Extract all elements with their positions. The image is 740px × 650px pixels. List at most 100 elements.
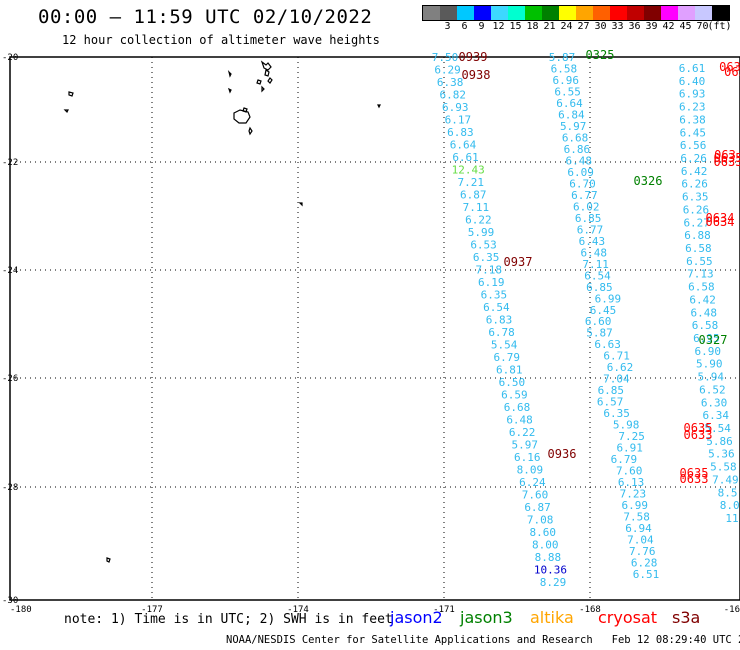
time-tag: 063: [714, 148, 736, 162]
time-tag: 0938: [462, 68, 491, 82]
color-legend-label: 39: [645, 21, 658, 32]
wave-height-value: 6.61: [452, 151, 479, 164]
wave-height-value: 5.54: [704, 422, 731, 435]
wave-height-value: 6.71: [603, 350, 630, 363]
satellite-name-jason2: jason2: [390, 608, 443, 627]
wave-height-value: 6.59: [501, 389, 528, 402]
wave-height-value: 6.56: [680, 139, 707, 152]
latitude-label: -28: [2, 483, 18, 493]
color-legend-swatch: [576, 6, 593, 20]
wave-height-value: 10.36: [534, 564, 567, 577]
wave-height-value: 6.81: [496, 364, 523, 377]
wave-height-value: 5.90: [696, 358, 723, 371]
wave-height-value: 7.25: [618, 430, 645, 443]
longitude-label: -168: [579, 605, 601, 615]
wave-height-value: 6.38: [679, 113, 706, 126]
wave-height-value: 6.70: [569, 177, 596, 190]
wave-height-value: 6.85: [586, 281, 613, 294]
color-legend-swatch: [508, 6, 525, 20]
color-legend-label: 15: [509, 21, 522, 32]
wave-height-value: 6.99: [595, 292, 622, 305]
color-legend-swatch: [627, 6, 644, 20]
wave-height-value: 6.48: [580, 246, 607, 259]
credit-line: NOAA/NESDIS Center for Satellite Applica…: [226, 634, 740, 646]
time-tag: 0635: [714, 151, 740, 165]
wave-height-value: 6.50: [499, 376, 526, 389]
wave-height-value: 6.28: [631, 557, 658, 570]
longitude-label: -177: [141, 605, 163, 615]
wave-height-value: 6.87: [524, 501, 551, 514]
time-tag: 0633: [680, 472, 709, 486]
color-legend-bar: [422, 5, 730, 21]
color-legend-label: 42: [662, 21, 675, 32]
wave-height-value: 6.87: [460, 189, 487, 202]
latitude-label: -26: [2, 374, 18, 384]
wave-height-value: 6.77: [577, 223, 604, 236]
time-tag: 0936: [548, 447, 577, 461]
wave-height-value: 8.09: [517, 464, 544, 477]
wave-height-value: 5.99: [468, 226, 495, 239]
wave-height-value: 6.58: [692, 319, 719, 332]
color-legend-swatch: [644, 6, 661, 20]
satellite-name-jason3: jason3: [460, 608, 513, 627]
wave-height-value: 6.22: [509, 426, 536, 439]
island-outlines: [63, 60, 381, 563]
wave-height-value: 7.76: [629, 545, 656, 558]
island-shape: [298, 202, 303, 207]
wave-height-value: 8.88: [535, 551, 562, 564]
map-title: 00:00 – 11:59 UTC 02/10/2022: [38, 6, 373, 28]
color-legend-swatch: [491, 6, 508, 20]
wave-height-value: 6.48: [506, 414, 533, 427]
wave-height-value: 7.58: [623, 511, 650, 524]
time-tag: 0325: [586, 48, 615, 62]
axis-labels: -20 -22 -24 -26 -28 -30-180 -177 -174 -171 -168 -1…: [2, 53, 740, 615]
wave-height-value: 7.11: [582, 258, 609, 271]
time-tag: 063: [719, 60, 740, 74]
wave-height-value: 6.43: [579, 235, 606, 248]
wave-height-value: 6.63: [594, 338, 621, 351]
time-tag: 0633: [714, 155, 740, 169]
latitude-label: -30: [2, 596, 18, 606]
wave-height-value: 5.36: [708, 448, 735, 461]
wave-height-value: 6.85: [598, 384, 625, 397]
wave-height-value: 8.29: [540, 576, 567, 589]
wave-height-value: 6.93: [679, 88, 706, 101]
satellite-name-s3a: s3a: [672, 608, 701, 627]
wave-height-value: 6.45: [680, 126, 707, 139]
wave-height-value: 6.58: [551, 62, 578, 75]
longitude-label: -174: [287, 605, 309, 615]
satellite-name-cryosat: cryosat: [598, 608, 658, 627]
wave-height-value: 5.58: [710, 461, 737, 474]
wave-height-value: 6.16: [514, 451, 541, 464]
island-shape: [256, 79, 262, 85]
color-legend-swatch: [474, 6, 491, 20]
wave-height-value: 6.19: [478, 276, 505, 289]
wave-height-value: 5.86: [706, 435, 733, 448]
wave-height-value: 6.68: [562, 131, 589, 144]
color-legend-label: 70: [696, 21, 709, 32]
wave-height-value: 7.23: [620, 488, 647, 501]
wave-height-value: 6.60: [585, 315, 612, 328]
wave-height-value: 6.35: [603, 407, 630, 420]
wave-height-value: 6.26: [683, 203, 710, 216]
wave-height-value: 7.60: [616, 465, 643, 478]
color-legend-swatch: [695, 6, 712, 20]
wave-height-value: 6.13: [618, 476, 645, 489]
wave-height-value: 8.0: [720, 499, 740, 512]
color-legend-swatch: [457, 6, 474, 20]
satellite-name-altika: altika: [530, 608, 574, 627]
map-frame: [9, 56, 740, 601]
wave-height-value: 7.49: [712, 473, 739, 486]
wave-height-value: 12.43: [452, 164, 485, 177]
color-legend-swatch: [423, 6, 440, 20]
island-shape: [267, 77, 273, 84]
longitude-label: -171: [433, 605, 455, 615]
wave-height-value: 5.94: [698, 371, 725, 384]
wave-height-value: 6.35: [473, 251, 500, 264]
color-legend-label: (ft): [707, 21, 732, 32]
wave-height-value: 7.13: [687, 268, 714, 281]
wave-height-value: 7.50: [432, 51, 459, 64]
wave-height-value: 6.64: [450, 139, 477, 152]
color-legend-label: 27: [577, 21, 590, 32]
